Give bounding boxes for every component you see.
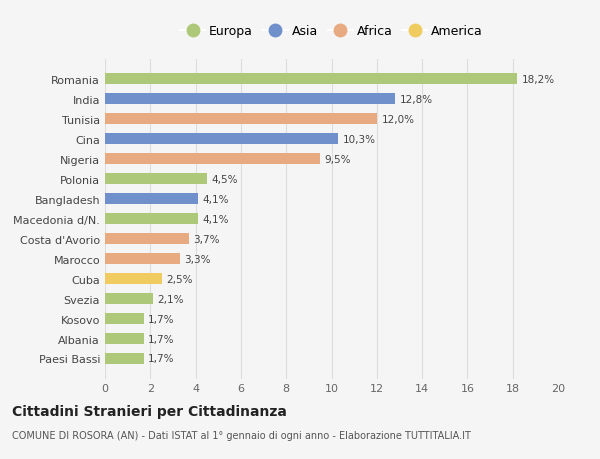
- Text: 12,0%: 12,0%: [382, 115, 415, 124]
- Bar: [105, 293, 152, 304]
- Text: 1,7%: 1,7%: [148, 334, 175, 344]
- Text: 10,3%: 10,3%: [343, 134, 376, 145]
- Bar: [105, 353, 143, 364]
- Bar: [105, 154, 320, 165]
- Bar: [105, 94, 395, 105]
- Text: 4,5%: 4,5%: [211, 174, 238, 185]
- Text: 12,8%: 12,8%: [400, 95, 433, 105]
- Text: 4,1%: 4,1%: [202, 214, 229, 224]
- Text: Cittadini Stranieri per Cittadinanza: Cittadini Stranieri per Cittadinanza: [12, 404, 287, 419]
- Text: 2,5%: 2,5%: [166, 274, 193, 284]
- Text: 4,1%: 4,1%: [202, 194, 229, 204]
- Bar: [105, 274, 161, 285]
- Text: 1,7%: 1,7%: [148, 354, 175, 364]
- Bar: [105, 214, 198, 224]
- Text: 3,7%: 3,7%: [193, 234, 220, 244]
- Text: 2,1%: 2,1%: [157, 294, 184, 304]
- Text: 18,2%: 18,2%: [522, 75, 555, 84]
- Bar: [105, 313, 143, 325]
- Bar: [105, 333, 143, 344]
- Bar: [105, 74, 517, 85]
- Bar: [105, 234, 189, 245]
- Text: 9,5%: 9,5%: [325, 154, 351, 164]
- Text: 1,7%: 1,7%: [148, 314, 175, 324]
- Bar: [105, 253, 180, 264]
- Bar: [105, 194, 198, 205]
- Legend: Europa, Asia, Africa, America: Europa, Asia, Africa, America: [176, 21, 487, 42]
- Bar: [105, 134, 338, 145]
- Text: COMUNE DI ROSORA (AN) - Dati ISTAT al 1° gennaio di ogni anno - Elaborazione TUT: COMUNE DI ROSORA (AN) - Dati ISTAT al 1°…: [12, 431, 471, 440]
- Text: 3,3%: 3,3%: [184, 254, 211, 264]
- Bar: [105, 114, 377, 125]
- Bar: [105, 174, 207, 185]
